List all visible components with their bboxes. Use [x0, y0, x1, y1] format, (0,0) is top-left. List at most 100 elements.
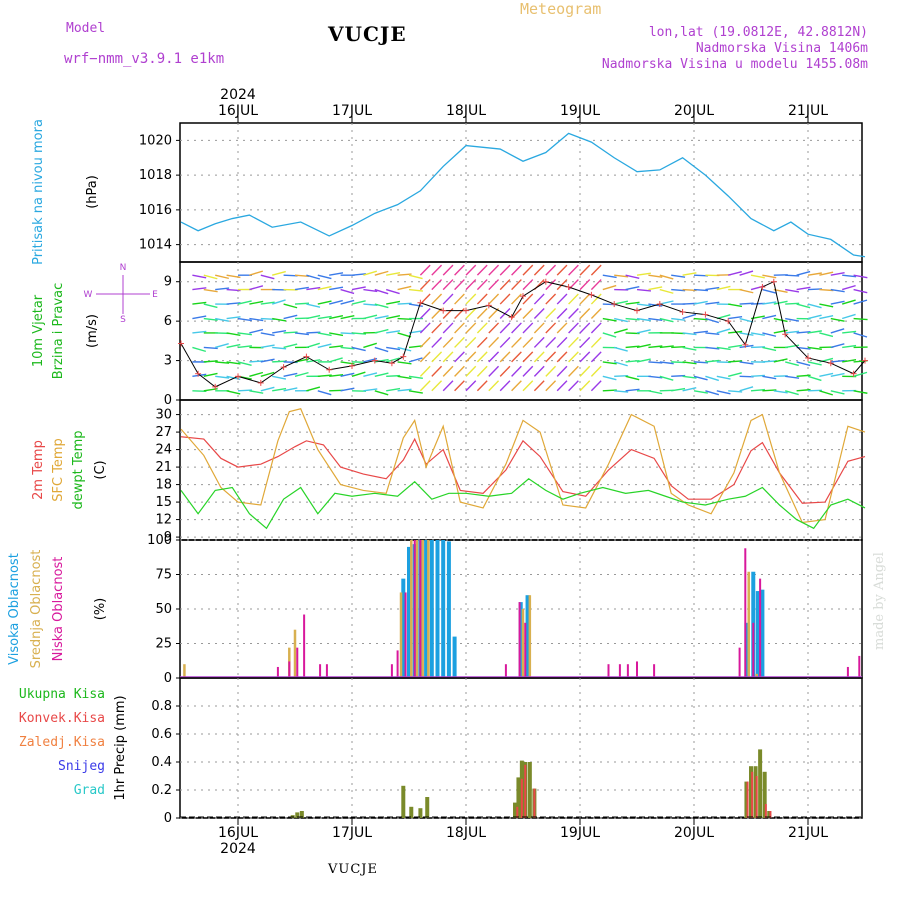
- wind-barb: [739, 288, 754, 294]
- wind-barb: [215, 343, 229, 349]
- wind-barb: [294, 332, 309, 336]
- wind-barb: [374, 346, 389, 353]
- wind-barb: [659, 288, 674, 294]
- cloud-high-bar: [424, 540, 429, 678]
- pressure-ytick-label: 1018: [139, 168, 172, 183]
- wind-unit-label: (m/s): [85, 314, 100, 348]
- wind-barb: [705, 332, 720, 336]
- wind-barb: [419, 279, 431, 291]
- cloud-low-bar: [858, 655, 861, 678]
- wind-barb: [511, 380, 522, 392]
- cloud-ytick-label: 50: [155, 602, 172, 617]
- wind-barb: [408, 274, 423, 280]
- wind-barb: [317, 343, 332, 349]
- wind-barb: [272, 375, 287, 380]
- wind-barb: [454, 351, 465, 363]
- wind-barb: [853, 288, 868, 294]
- pressure-ytick-label: 1016: [139, 203, 172, 218]
- temperature-ytick-label: 9: [164, 530, 172, 545]
- wind-barb: [351, 371, 366, 378]
- wind-barb: [306, 286, 321, 291]
- wind-barb: [853, 274, 868, 279]
- wind-barb: [636, 317, 651, 322]
- wind-barb: [499, 322, 511, 334]
- wind-barb: [671, 274, 686, 278]
- wind-barb: [272, 270, 286, 276]
- wind-barb: [796, 330, 811, 334]
- wind-barb: [636, 303, 651, 307]
- wind-barb: [750, 274, 765, 279]
- coords-label: lon,lat (19.0812E, 42.8812N): [648, 25, 868, 40]
- pressure-ytick-label: 1020: [139, 133, 172, 148]
- wind-barb: [841, 313, 856, 320]
- wind-barb: [556, 336, 568, 348]
- wind-barb: [590, 336, 602, 348]
- wind-barb: [329, 332, 344, 337]
- wind-barb: [203, 360, 218, 363]
- wind-barb: [842, 274, 857, 278]
- wind-barb: [739, 361, 754, 365]
- wind-barb: [317, 332, 332, 337]
- wind-barb: [283, 314, 298, 320]
- wind-barb: [511, 322, 522, 334]
- wind-barb: [408, 390, 423, 394]
- wind-barb: [454, 336, 465, 348]
- wind-barb: [590, 351, 602, 363]
- dewpt-label: dewpt Temp: [71, 430, 86, 509]
- wind-barb: [294, 286, 309, 291]
- wind-barb: [511, 279, 522, 291]
- wind-barb: [431, 380, 443, 392]
- wind-barb: [671, 387, 686, 392]
- wind-ytick-label: 3: [164, 354, 172, 369]
- wind-barb: [192, 330, 207, 334]
- wind-barb: [705, 346, 720, 350]
- pressure-frame: [179, 122, 863, 263]
- wind-barb: [625, 345, 640, 349]
- wind-barb: [442, 293, 454, 305]
- wind-barb: [203, 346, 218, 350]
- wind-barb: [465, 307, 477, 320]
- wind-barb: [488, 365, 500, 377]
- cloud-mid-label: Srednja Oblacnost: [29, 550, 44, 669]
- wind-barb: [192, 315, 207, 320]
- wind-barb: [192, 373, 207, 378]
- wind-barb: [488, 264, 500, 276]
- day-label-bottom: 16JUL: [218, 825, 258, 841]
- cloud-mid-bar: [293, 629, 297, 678]
- cloud-ytick-label: 0: [164, 671, 172, 686]
- cloud-low-bar: [738, 647, 741, 678]
- wind-barb: [283, 372, 298, 378]
- precip-ytick-label: 0: [164, 811, 172, 826]
- temperature-ytick-label: 18: [155, 478, 172, 493]
- wind-barb: [294, 274, 310, 277]
- wind-barb: [419, 322, 431, 334]
- wind-barb: [716, 285, 731, 291]
- wind-barb: [693, 375, 708, 381]
- wind-barb: [476, 365, 488, 377]
- wind-barb: [272, 317, 287, 322]
- wind-barb: [693, 317, 709, 321]
- wind-barb: [807, 375, 822, 382]
- wind-barb: [488, 293, 500, 305]
- meteogram-label: Meteogram: [520, 0, 602, 18]
- wind-barb: [705, 317, 720, 324]
- wind-barb: [363, 288, 378, 293]
- wind-barb: [488, 351, 500, 363]
- wind-barb: [568, 336, 579, 348]
- cloud-high-bar: [441, 540, 446, 678]
- temp-unit-label: (C): [93, 460, 108, 479]
- wind-barb: [522, 365, 534, 377]
- precip-legend-conv: Konvek.Kisa: [19, 711, 105, 726]
- wind-barb: [397, 285, 412, 291]
- cloud-low-bar: [846, 666, 849, 678]
- cloud-low-bar: [390, 664, 393, 678]
- year-label-bottom: 2024: [220, 841, 256, 857]
- wind-barb: [237, 361, 252, 366]
- wind-barb: [728, 271, 742, 276]
- compass-north: N: [120, 263, 127, 273]
- wind-barb: [659, 361, 674, 365]
- footer-station: VUCJE: [328, 862, 378, 877]
- wind-barb: [522, 322, 534, 334]
- wind-barb: [499, 336, 511, 348]
- wind-barb: [819, 314, 834, 320]
